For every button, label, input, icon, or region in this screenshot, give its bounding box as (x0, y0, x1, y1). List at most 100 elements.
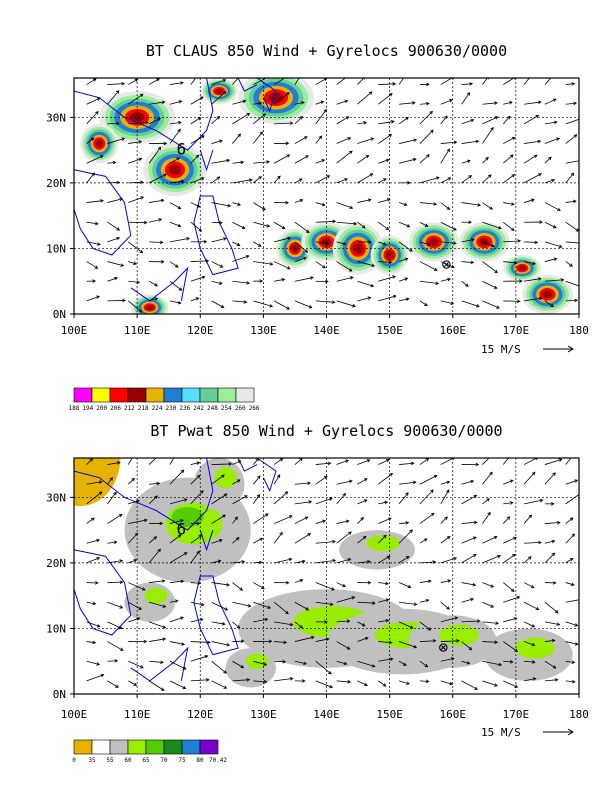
wind-vector (461, 582, 476, 586)
wind-vector (440, 300, 454, 305)
wind-vector (190, 177, 204, 184)
wind-vector (127, 458, 133, 465)
wind-vector-head (307, 481, 311, 486)
wind-vector (253, 300, 273, 307)
wind-vector-head (347, 558, 352, 562)
wind-vector (274, 678, 293, 682)
wind-vector-head (99, 155, 104, 159)
wind-vector (461, 641, 472, 651)
wind-vector-head (90, 137, 95, 142)
y-tick-label: 30N (46, 111, 66, 124)
wind-vector (148, 680, 165, 691)
wind-vector-head (288, 515, 293, 519)
wind-vector-head (328, 670, 332, 675)
wind-vector (128, 241, 143, 254)
wind-vector (253, 537, 263, 544)
wind-vector-head (243, 300, 248, 304)
wind-vector (336, 150, 353, 164)
colorbar-swatch (199, 387, 219, 403)
wind-vector (503, 537, 517, 544)
wind-vector-head (221, 474, 225, 478)
wind-vector-head (364, 478, 368, 482)
wind-vector-head (196, 550, 200, 555)
wind-vector-head (348, 479, 353, 484)
wind-vector-head (494, 640, 499, 644)
wind-vector-head (259, 537, 264, 541)
wind-vector-head (299, 198, 304, 203)
wind-vector-head (433, 267, 438, 271)
wind-vector (273, 532, 283, 544)
wind-vector-head (538, 296, 543, 301)
colorbar-label: 206 (110, 405, 121, 412)
colorbar-swatch (127, 387, 147, 403)
wind-vector-head (198, 228, 203, 232)
wind-vector (315, 109, 327, 125)
wind-vector (253, 241, 262, 247)
cloud-top-cell-0 (129, 112, 145, 123)
wind-vector-head (486, 498, 490, 502)
wind-vector-head (538, 173, 542, 177)
colorbar-swatch (91, 387, 111, 403)
wind-vector-head (195, 297, 200, 301)
wind-vector (107, 680, 119, 688)
colorbar-label: 254 (221, 405, 232, 412)
wind-vector-head (302, 69, 305, 72)
wind-vector-head (159, 452, 162, 455)
pwat-cell-7 (225, 648, 276, 688)
wind-vector (148, 280, 158, 287)
wind-vector-head (121, 137, 126, 141)
wind-vector-head (200, 490, 204, 494)
wind-vector-head (475, 462, 480, 467)
wind-vector (544, 621, 560, 625)
wind-vector (482, 621, 499, 624)
wind-vector (523, 173, 542, 184)
wind-vector-head (163, 141, 168, 146)
wind-vector (419, 599, 429, 603)
wind-vector-head (343, 661, 348, 666)
coastline-4 (130, 646, 189, 682)
wind-vector (253, 582, 265, 589)
wind-vector-head (259, 131, 263, 136)
wind-vector (544, 679, 558, 682)
wind-vector (399, 102, 415, 105)
wind-vector (565, 599, 579, 603)
wind-vector (232, 241, 240, 246)
wind-vector (232, 582, 243, 591)
wind-vector (86, 674, 104, 682)
wind-vector (440, 177, 451, 184)
colorbar-swatch (199, 739, 219, 755)
wind-vector-head (174, 599, 179, 603)
wind-vector-head (489, 206, 493, 210)
wind-vector-head (236, 479, 241, 483)
wind-vector-head (413, 602, 418, 606)
wind-vector (440, 78, 453, 85)
wind-vector (524, 241, 538, 243)
wind-vector-head (133, 682, 138, 686)
wind-vector (107, 198, 123, 203)
wind-vector (190, 655, 208, 662)
wind-vector (273, 221, 286, 229)
wind-vector-head (388, 640, 393, 645)
wind-vector-head (550, 303, 554, 308)
wind-vector-head (471, 238, 475, 242)
wind-vector (315, 497, 333, 505)
wind-vector (315, 220, 336, 223)
wind-vector (565, 479, 578, 485)
wind-vector-head (346, 646, 351, 650)
wind-vector (169, 202, 181, 210)
wind-vector-head (409, 248, 413, 252)
wind-vector (565, 517, 574, 524)
map-panel-1: 6 ⊗ BT CLAUS 850 Wind + Gyrelocs 900630/00… (46, 42, 589, 412)
wind-vector (461, 261, 474, 264)
wind-vector-head (322, 519, 327, 524)
wind-vector (482, 641, 498, 643)
wind-vector (378, 658, 393, 662)
colorbar-label: 55 (106, 757, 114, 764)
wind-vector (169, 122, 182, 125)
wind-vector (482, 241, 495, 247)
wind-vector (440, 580, 451, 583)
wind-vector (169, 600, 178, 603)
wind-vector (190, 276, 205, 282)
wind-vector-head (453, 241, 457, 245)
wind-vector-head (580, 118, 583, 121)
